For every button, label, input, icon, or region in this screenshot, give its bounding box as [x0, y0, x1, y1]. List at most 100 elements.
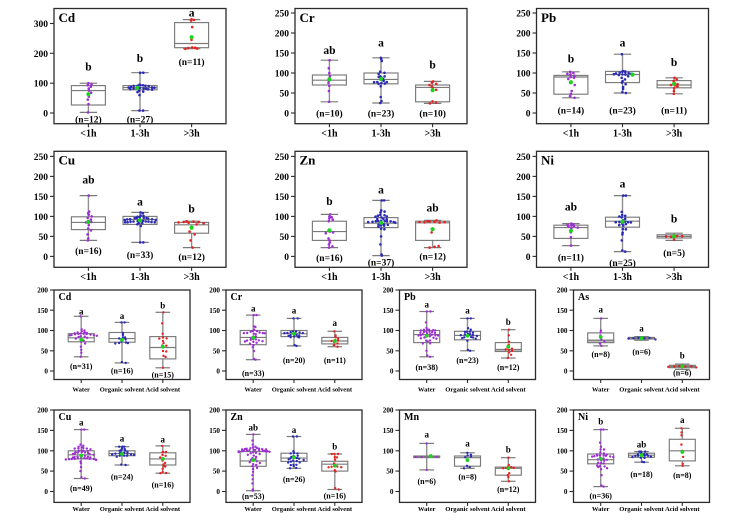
svg-text:0: 0: [216, 488, 220, 496]
svg-text:250: 250: [275, 9, 290, 19]
svg-text:200: 200: [557, 407, 568, 415]
svg-text:(n=5): (n=5): [663, 248, 685, 259]
svg-text:Cu: Cu: [59, 412, 72, 423]
svg-text:a: a: [620, 38, 626, 50]
svg-text:a: a: [189, 7, 195, 19]
svg-text:50: 50: [213, 468, 221, 476]
svg-text:b: b: [671, 214, 677, 226]
svg-text:150: 150: [275, 193, 290, 203]
svg-text:a: a: [120, 433, 125, 443]
svg-text:Acid solvent: Acid solvent: [665, 506, 700, 513]
svg-text:(n=33): (n=33): [242, 369, 265, 378]
svg-text:b: b: [429, 59, 435, 71]
svg-text:(n=53): (n=53): [242, 492, 265, 501]
svg-text:0: 0: [44, 488, 48, 496]
svg-text:b: b: [671, 57, 677, 69]
svg-text:<1h: <1h: [321, 272, 338, 283]
svg-text:50: 50: [560, 468, 568, 476]
svg-text:(n=18): (n=18): [630, 470, 653, 479]
svg-text:b: b: [598, 417, 603, 427]
svg-text:Mn: Mn: [404, 412, 419, 423]
svg-text:50: 50: [41, 468, 49, 476]
svg-text:Organic solvent: Organic solvent: [619, 506, 664, 513]
svg-text:a: a: [251, 304, 256, 314]
svg-text:200: 200: [516, 29, 531, 39]
svg-text:a: a: [79, 418, 84, 428]
svg-text:a: a: [137, 197, 143, 209]
svg-text:Water: Water: [592, 506, 610, 513]
svg-text:(n=12): (n=12): [497, 363, 520, 372]
svg-text:(n=11): (n=11): [661, 106, 687, 117]
svg-text:b: b: [85, 62, 91, 74]
svg-text:0: 0: [284, 253, 289, 263]
svg-text:b: b: [137, 53, 143, 65]
svg-text:200: 200: [557, 287, 568, 295]
svg-text:Zn: Zn: [300, 153, 317, 168]
svg-text:(n=36): (n=36): [590, 492, 613, 501]
svg-text:(n=11): (n=11): [179, 57, 205, 68]
svg-text:<1h: <1h: [80, 272, 97, 283]
svg-text:a: a: [465, 439, 470, 449]
svg-text:Water: Water: [244, 506, 262, 513]
svg-text:a: a: [680, 415, 685, 425]
svg-text:b: b: [326, 196, 332, 208]
svg-text:a: a: [333, 318, 338, 328]
svg-text:0: 0: [526, 253, 531, 263]
svg-text:(n=12): (n=12): [419, 251, 446, 262]
svg-text:100: 100: [37, 327, 48, 335]
svg-text:100: 100: [557, 327, 568, 335]
svg-text:>3h: >3h: [666, 272, 683, 283]
svg-text:200: 200: [37, 287, 48, 295]
svg-text:b: b: [188, 204, 194, 216]
svg-text:0: 0: [284, 109, 289, 119]
svg-text:Organic solvent: Organic solvent: [619, 386, 664, 393]
svg-text:(n=15): (n=15): [152, 371, 175, 380]
svg-text:Acid solvent: Acid solvent: [491, 506, 526, 513]
svg-text:Water: Water: [244, 386, 262, 393]
svg-text:150: 150: [516, 49, 531, 59]
svg-text:150: 150: [37, 307, 48, 315]
svg-text:100: 100: [209, 327, 220, 335]
svg-text:a: a: [465, 306, 470, 316]
svg-text:50: 50: [521, 89, 531, 99]
svg-text:(n=23): (n=23): [456, 356, 479, 365]
svg-text:1-3h: 1-3h: [131, 272, 150, 283]
svg-text:>3h: >3h: [183, 129, 200, 140]
svg-text:Acid solvent: Acid solvent: [317, 506, 352, 513]
svg-text:Water: Water: [592, 386, 610, 393]
svg-text:Acid solvent: Acid solvent: [317, 386, 352, 393]
svg-text:200: 200: [209, 407, 220, 415]
svg-text:0: 0: [526, 109, 531, 119]
svg-text:50: 50: [386, 468, 394, 476]
svg-text:Ni: Ni: [541, 153, 554, 168]
svg-text:(n=16): (n=16): [111, 367, 134, 376]
svg-text:(n=20): (n=20): [283, 356, 306, 365]
svg-text:Organic solvent: Organic solvent: [272, 506, 317, 513]
svg-text:(n=26): (n=26): [283, 475, 306, 484]
svg-text:Cr: Cr: [300, 10, 315, 25]
svg-text:100: 100: [209, 447, 220, 455]
svg-text:150: 150: [37, 427, 48, 435]
svg-text:Organic solvent: Organic solvent: [100, 506, 145, 513]
svg-text:1-3h: 1-3h: [131, 129, 150, 140]
svg-text:ab: ab: [565, 202, 577, 214]
svg-text:a: a: [378, 185, 384, 197]
svg-text:1-3h: 1-3h: [613, 129, 632, 140]
svg-text:200: 200: [383, 287, 394, 295]
svg-text:ab: ab: [323, 45, 335, 57]
svg-text:150: 150: [209, 427, 220, 435]
svg-text:Organic solvent: Organic solvent: [100, 386, 145, 393]
svg-text:Cr: Cr: [231, 292, 243, 303]
svg-text:Water: Water: [72, 386, 90, 393]
svg-text:a: a: [598, 305, 603, 315]
svg-text:200: 200: [34, 50, 49, 60]
svg-text:300: 300: [34, 20, 49, 30]
svg-text:(n=24): (n=24): [111, 472, 134, 481]
svg-text:(n=12): (n=12): [178, 252, 205, 263]
svg-text:Water: Water: [418, 506, 436, 513]
svg-text:Cu: Cu: [59, 153, 76, 168]
svg-text:a: a: [161, 435, 166, 445]
svg-text:a: a: [639, 323, 644, 333]
svg-text:150: 150: [516, 193, 531, 203]
svg-text:(n=38): (n=38): [416, 363, 439, 372]
